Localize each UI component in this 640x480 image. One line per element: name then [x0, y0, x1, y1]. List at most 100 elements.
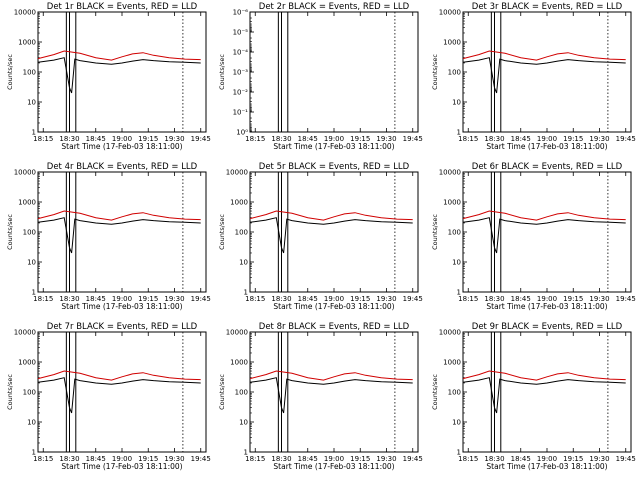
panel-det-9: Det 9r BLACK = Events, RED = LLD 1 10 100 10… [431, 322, 636, 471]
y-tick-label: 1000 [443, 39, 461, 47]
series-lld-line [462, 50, 626, 61]
series-lld-line [37, 50, 201, 61]
y-tick-label: 100 [23, 229, 36, 237]
x-tick-label: 18:45 [86, 455, 106, 463]
x-tick-label: 18:15 [245, 455, 265, 463]
series-lld-line [462, 370, 626, 381]
y-tick-label: 100 [235, 389, 248, 397]
panel-title: Det 2r BLACK = Events, RED = LLD [259, 2, 410, 12]
x-axis-label: Start Time (17-Feb-03 18:11:00) [486, 142, 607, 151]
y-tick-label: 1 [457, 449, 461, 457]
plot-frame [462, 331, 632, 453]
x-axis-label: Start Time (17-Feb-03 18:11:00) [486, 462, 607, 471]
panel-title: Det 8r BLACK = Events, RED = LLD [259, 322, 410, 332]
y-tick-label: 10 [239, 259, 248, 267]
x-tick-label: 18:30 [59, 295, 79, 303]
x-axis-label: Start Time (17-Feb-03 18:11:00) [273, 142, 394, 151]
x-tick-label: 18:15 [458, 295, 478, 303]
y-tick-label: 10 [27, 419, 36, 427]
x-tick-label: 18:45 [511, 135, 531, 143]
y-tick-label: 10000 [14, 9, 36, 17]
series-events-line [37, 57, 201, 94]
plot-frame [37, 331, 207, 453]
x-tick-label: 18:15 [458, 135, 478, 143]
x-tick-label: 19:30 [376, 455, 396, 463]
x-tick-label: 19:15 [350, 455, 370, 463]
panel-title: Det 7r BLACK = Events, RED = LLD [47, 322, 198, 332]
y-axis-label: Counts/sec [218, 214, 226, 250]
x-tick-label: 19:30 [164, 455, 184, 463]
plot-frame [249, 11, 419, 133]
y-tick-label: 10⁻² [233, 89, 249, 97]
x-tick-label: 19:15 [138, 135, 158, 143]
x-tick-label: 19:30 [376, 135, 396, 143]
plot-frame [249, 331, 419, 453]
y-tick-label: 10⁰ [236, 129, 248, 137]
y-tick-label: 1 [244, 449, 248, 457]
x-tick-label: 19:30 [164, 135, 184, 143]
x-tick-label: 19:15 [138, 295, 158, 303]
y-tick-label: 100 [23, 69, 36, 77]
x-tick-label: 19:45 [616, 135, 636, 143]
panel-det-4: Det 4r BLACK = Events, RED = LLD 1 10 100 10… [6, 162, 211, 311]
x-tick-label: 19:15 [350, 135, 370, 143]
y-tick-label: 10 [452, 259, 461, 267]
x-tick-label: 18:15 [245, 295, 265, 303]
y-tick-label: 10 [452, 419, 461, 427]
y-tick-label: 10000 [226, 329, 248, 337]
x-tick-label: 18:45 [511, 295, 531, 303]
y-tick-label: 10000 [439, 329, 461, 337]
y-axis-label: Counts/sec [218, 374, 226, 410]
y-tick-label: 1 [32, 289, 36, 297]
panel-title: Det 9r BLACK = Events, RED = LLD [472, 322, 623, 332]
panel-title: Det 1r BLACK = Events, RED = LLD [47, 2, 198, 12]
x-tick-label: 19:00 [112, 455, 132, 463]
y-tick-label: 100 [23, 389, 36, 397]
x-tick-label: 19:00 [537, 455, 557, 463]
x-tick-label: 19:15 [563, 135, 583, 143]
x-tick-label: 19:00 [537, 135, 557, 143]
y-axis-label: Counts/sec [6, 214, 14, 250]
x-tick-label: 18:30 [484, 455, 504, 463]
plot-frame [37, 11, 207, 133]
x-axis-label: Start Time (17-Feb-03 18:11:00) [61, 462, 182, 471]
y-tick-label: 1 [32, 449, 36, 457]
y-axis-label: Counts/sec [431, 214, 439, 250]
y-tick-label: 1000 [230, 199, 248, 207]
x-axis-label: Start Time (17-Feb-03 18:11:00) [486, 302, 607, 311]
plot-frame [462, 11, 632, 133]
panel-det-7: Det 7r BLACK = Events, RED = LLD 1 10 100 10… [6, 322, 211, 471]
series-lld-line [37, 370, 201, 381]
x-tick-label: 19:00 [537, 295, 557, 303]
x-tick-label: 18:15 [245, 135, 265, 143]
panel-det-8: Det 8r BLACK = Events, RED = LLD 1 10 100 10… [218, 322, 423, 471]
x-tick-label: 19:45 [191, 295, 211, 303]
y-tick-label: 10000 [14, 169, 36, 177]
x-tick-label: 18:30 [271, 295, 291, 303]
x-tick-label: 19:15 [563, 295, 583, 303]
y-tick-label: 1000 [443, 359, 461, 367]
x-axis-label: Start Time (17-Feb-03 18:11:00) [273, 302, 394, 311]
x-tick-label: 19:15 [350, 295, 370, 303]
series-events-line [462, 57, 626, 94]
x-axis-label: Start Time (17-Feb-03 18:11:00) [61, 302, 182, 311]
x-tick-label: 19:30 [589, 135, 609, 143]
y-tick-label: 100 [448, 229, 461, 237]
y-tick-label: 100 [448, 69, 461, 77]
x-tick-label: 18:45 [298, 455, 318, 463]
series-events-line [462, 377, 626, 414]
y-tick-label: 10⁻⁴ [233, 49, 249, 57]
y-tick-label: 100 [448, 389, 461, 397]
series-lld-line [249, 370, 413, 381]
y-axis-label: Counts/sec [218, 54, 226, 90]
plot-frame [249, 171, 419, 293]
y-tick-label: 10 [239, 419, 248, 427]
x-tick-label: 19:30 [164, 295, 184, 303]
y-tick-label: 1 [457, 129, 461, 137]
plot-frame [37, 171, 207, 293]
y-tick-label: 1 [244, 289, 248, 297]
x-tick-label: 19:00 [112, 135, 132, 143]
x-tick-label: 19:15 [563, 455, 583, 463]
y-axis-label: Counts/sec [431, 374, 439, 410]
